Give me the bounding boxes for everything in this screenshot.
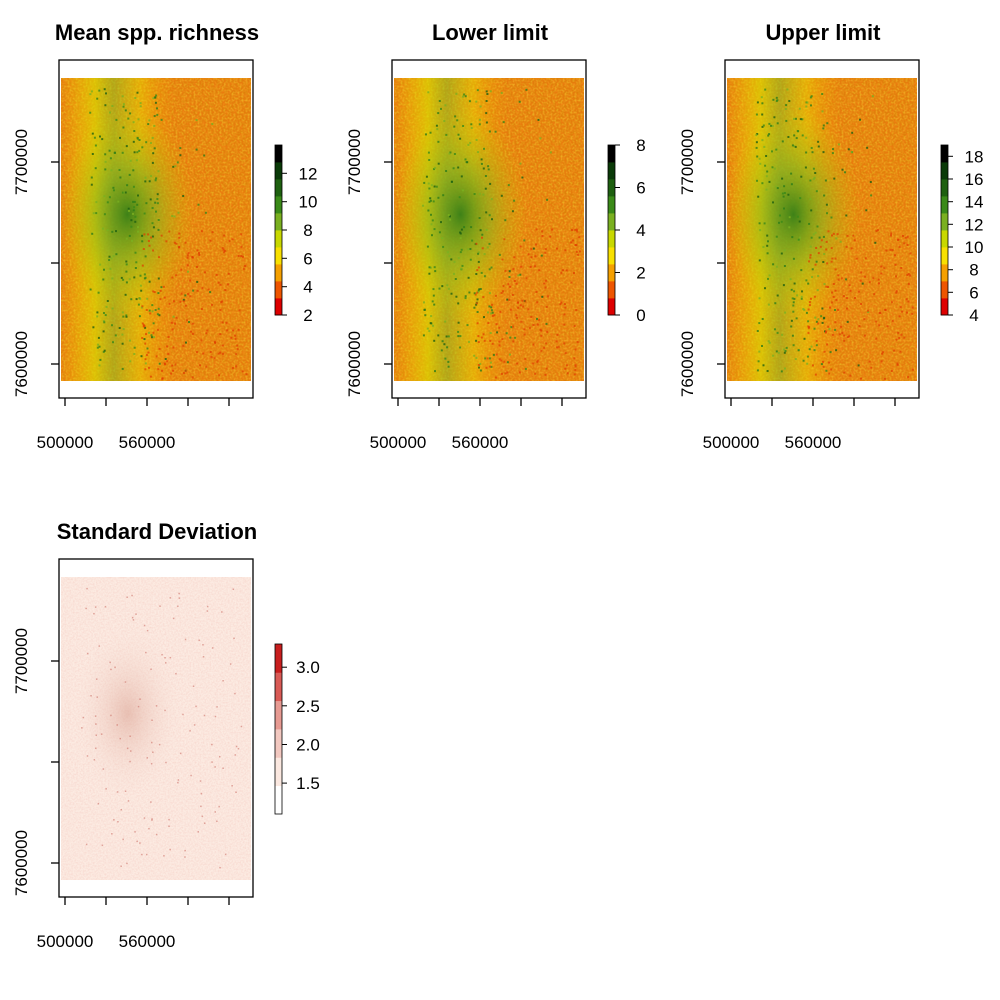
legend-swatch (941, 179, 948, 197)
y-tick-label: 7700000 (12, 628, 31, 694)
legend-swatch (275, 213, 282, 231)
raster-image (727, 78, 917, 381)
x-tick-label: 560000 (452, 433, 509, 452)
legend-swatch (941, 213, 948, 231)
panel-title: Mean spp. richness (55, 20, 259, 45)
legend-label: 18 (965, 147, 984, 166)
panel-title: Lower limit (432, 20, 549, 45)
legend-label: 12 (299, 164, 318, 183)
x-tick-label: 500000 (703, 433, 760, 452)
legend-swatch (275, 672, 282, 702)
x-tick-label: 500000 (37, 433, 94, 452)
legend-swatch (941, 230, 948, 248)
legend-swatch (941, 162, 948, 180)
legend-label: 16 (965, 170, 984, 189)
legend-label: 12 (965, 215, 984, 234)
legend-label: 8 (636, 136, 645, 155)
raster-image (61, 577, 251, 880)
legend: 12 10 8 6 4 2 (274, 144, 318, 325)
legend-frame (940, 144, 949, 316)
legend-swatch (608, 264, 615, 282)
legend-swatch (941, 281, 948, 299)
legend-label: 2 (636, 264, 645, 283)
legend-label: 6 (969, 283, 978, 302)
x-tick-label: 560000 (119, 932, 176, 951)
raster-image (394, 78, 584, 381)
legend-swatch (608, 196, 615, 214)
map-panel: Mean spp. richness 500000 560000 7700000 760… (12, 20, 317, 452)
legend-swatch (608, 247, 615, 265)
legend-label: 10 (965, 238, 984, 257)
legend-swatch (608, 145, 615, 163)
x-tick-label: 500000 (370, 433, 427, 452)
plot-frame (58, 558, 254, 898)
legend-swatch (941, 196, 948, 214)
y-tick-label: 7600000 (12, 331, 31, 397)
x-tick-label: 560000 (785, 433, 842, 452)
panel-title: Standard Deviation (57, 519, 257, 544)
y-tick-label: 7600000 (345, 331, 364, 397)
legend-label: 4 (303, 278, 312, 297)
y-tick-label: 7700000 (345, 129, 364, 195)
legend-label: 0 (636, 306, 645, 325)
legend-swatch (275, 785, 282, 815)
map-panel: Standard Deviation 500000 560000 7700000 760… (12, 519, 320, 951)
legend-swatch (275, 145, 282, 163)
legend-swatch (941, 247, 948, 265)
legend-label: 4 (969, 306, 978, 325)
x-tick-label: 560000 (119, 433, 176, 452)
legend-swatch (275, 729, 282, 758)
legend-swatch (275, 644, 282, 673)
legend-swatch (941, 298, 948, 316)
legend: 18 16 14 12 10 8 6 4 (940, 144, 984, 325)
legend-label: 6 (636, 179, 645, 198)
legend-label: 10 (299, 193, 318, 212)
map-panel: Lower limit 500000 560000 7700000 7600000 8 6 4… (345, 20, 646, 452)
legend-label: 3.0 (296, 658, 320, 677)
legend-swatch (275, 247, 282, 265)
raster-image (61, 78, 251, 381)
y-tick-label: 7600000 (678, 331, 697, 397)
legend-frame (274, 643, 283, 815)
legend-swatch (275, 162, 282, 180)
y-tick-label: 7700000 (12, 129, 31, 195)
legend-swatch (275, 700, 282, 730)
legend-swatch (275, 179, 282, 197)
legend: 8 6 4 2 0 (607, 136, 646, 325)
plot-frame (58, 59, 254, 399)
legend-swatch (275, 298, 282, 316)
plot-frame (391, 59, 587, 399)
panel-title: Upper limit (766, 20, 882, 45)
legend-swatch (941, 145, 948, 163)
legend-swatch (608, 179, 615, 197)
legend-label: 6 (303, 249, 312, 268)
legend-swatch (608, 162, 615, 180)
legend-swatch (275, 196, 282, 214)
legend-swatch (275, 757, 282, 787)
legend-label: 1.5 (296, 774, 320, 793)
legend-label: 14 (965, 193, 984, 212)
legend-swatch (275, 281, 282, 299)
legend: 3.0 2.5 2.0 1.5 (274, 643, 320, 815)
legend-label: 8 (969, 261, 978, 280)
legend-label: 2.0 (296, 736, 320, 755)
legend-label: 4 (636, 221, 645, 240)
legend-swatch (941, 264, 948, 282)
legend-label: 2 (303, 306, 312, 325)
legend-swatch (275, 230, 282, 248)
plot-frame (724, 59, 920, 399)
legend-label: 2.5 (296, 697, 320, 716)
y-tick-label: 7600000 (12, 830, 31, 896)
legend-swatch (608, 281, 615, 299)
legend-swatch (608, 298, 615, 316)
x-tick-label: 500000 (37, 932, 94, 951)
y-tick-label: 7700000 (678, 129, 697, 195)
legend-swatch (275, 264, 282, 282)
legend-label: 8 (303, 221, 312, 240)
legend-swatch (608, 213, 615, 231)
legend-swatch (608, 230, 615, 248)
